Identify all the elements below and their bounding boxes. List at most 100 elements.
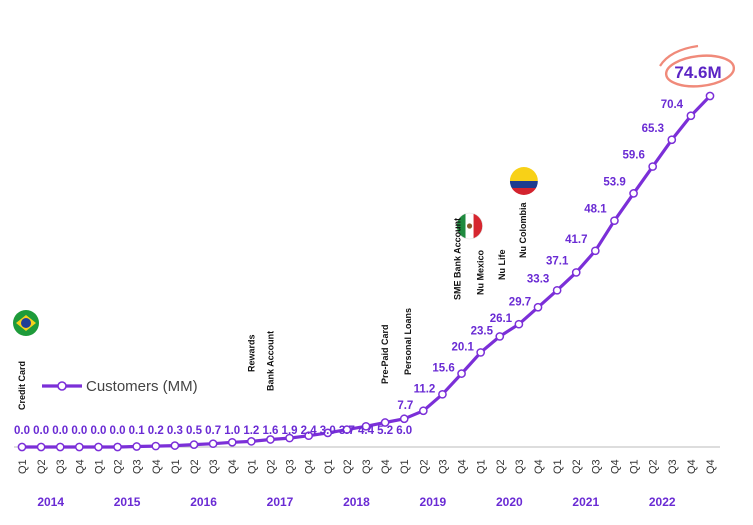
data-point bbox=[648, 162, 658, 171]
milestone-annotation: Credit Card bbox=[17, 361, 27, 410]
legend-marker-swatch bbox=[57, 381, 67, 391]
quarter-tick-label: Q3 bbox=[514, 459, 526, 474]
value-label: 59.6 bbox=[622, 150, 644, 162]
data-point bbox=[399, 414, 409, 424]
value-label: 0.1 bbox=[129, 425, 146, 437]
year-label: 2021 bbox=[572, 495, 599, 509]
value-label: 3.7 bbox=[339, 425, 355, 437]
data-point bbox=[686, 111, 696, 121]
quarter-tick-label: Q2 bbox=[648, 459, 660, 474]
quarter-tick-label: Q4 bbox=[227, 459, 239, 474]
value-label: 1.9 bbox=[282, 425, 298, 437]
year-label: 2015 bbox=[114, 495, 141, 509]
year-label: 2018 bbox=[343, 495, 370, 509]
value-label: 0.5 bbox=[186, 425, 203, 437]
quarter-tick-label: Q1 bbox=[246, 459, 258, 474]
data-point bbox=[590, 246, 600, 256]
data-point bbox=[418, 406, 428, 416]
value-label: 11.2 bbox=[414, 383, 436, 395]
quarter-tick-label: Q1 bbox=[399, 459, 411, 474]
data-point bbox=[285, 433, 294, 443]
quarter-tick-label: Q1 bbox=[629, 459, 641, 474]
data-point bbox=[266, 435, 275, 444]
value-label: 1.2 bbox=[243, 425, 259, 437]
value-label: 3.0 bbox=[320, 425, 336, 437]
data-point bbox=[208, 439, 218, 449]
data-point bbox=[74, 442, 84, 452]
latest-value-label: 74.6M bbox=[674, 63, 721, 82]
annotations-layer: Credit Card Rewards Bank Account Pre-Paid C… bbox=[17, 202, 528, 410]
value-label: 4.4 bbox=[358, 425, 375, 437]
value-label: 41.7 bbox=[565, 234, 587, 246]
year-label: 2014 bbox=[37, 495, 64, 509]
data-point bbox=[17, 442, 27, 452]
value-label: 26.1 bbox=[490, 313, 513, 325]
colombia-flag-icon bbox=[509, 167, 538, 195]
quarter-tick-label: Q4 bbox=[304, 459, 316, 474]
value-label: 0.3 bbox=[167, 425, 183, 437]
data-point bbox=[246, 437, 256, 446]
value-label: 7.7 bbox=[397, 400, 413, 412]
data-point bbox=[94, 442, 103, 452]
data-point bbox=[361, 421, 371, 431]
value-label: 23.5 bbox=[471, 325, 494, 337]
quarter-tick-label: Q3 bbox=[667, 459, 679, 474]
milestone-annotation: Bank Account bbox=[265, 331, 275, 391]
quarter-tick-label: Q1 bbox=[17, 459, 29, 474]
data-point bbox=[227, 437, 237, 447]
callout-ring bbox=[664, 54, 736, 88]
data-point bbox=[304, 431, 314, 441]
brazil-flag-icon bbox=[13, 310, 39, 336]
quarter-tick-label: Q4 bbox=[705, 459, 717, 474]
value-label: 1.6 bbox=[262, 425, 278, 437]
mexico-flag-icon bbox=[456, 212, 483, 240]
data-point bbox=[36, 442, 46, 452]
value-label: 15.6 bbox=[432, 363, 454, 375]
legend: Customers (MM) bbox=[42, 378, 198, 395]
data-point bbox=[55, 442, 65, 452]
value-label: 0.2 bbox=[148, 425, 164, 437]
data-point bbox=[342, 425, 352, 434]
milestone-annotation: Personal Loans bbox=[403, 308, 413, 375]
data-point bbox=[629, 189, 638, 198]
quarter-tick-label: Q2 bbox=[571, 459, 583, 474]
year-label: 2017 bbox=[267, 495, 294, 509]
data-point bbox=[457, 369, 466, 378]
value-label: 48.1 bbox=[584, 204, 607, 216]
quarter-tick-label: Q4 bbox=[380, 459, 392, 474]
quarter-tick-label: Q4 bbox=[457, 459, 469, 474]
data-point bbox=[170, 441, 180, 450]
value-label: 53.9 bbox=[603, 176, 625, 188]
points-layer bbox=[17, 91, 715, 452]
quarter-tick-label: Q4 bbox=[151, 459, 163, 474]
data-point bbox=[533, 302, 543, 312]
latest-value-callout: 74.6M bbox=[659, 44, 736, 88]
value-label: 0.0 bbox=[33, 425, 49, 437]
value-label: 0.0 bbox=[90, 425, 106, 437]
flags-layer bbox=[13, 167, 538, 336]
milestone-annotation: Nu Life bbox=[497, 250, 507, 281]
year-label: 2016 bbox=[190, 495, 217, 509]
quarter-tick-label: Q4 bbox=[533, 459, 545, 474]
data-point bbox=[476, 348, 486, 357]
legend-label: Customers (MM) bbox=[86, 378, 198, 395]
quarter-tick-label: Q4 bbox=[609, 459, 621, 474]
data-point bbox=[610, 216, 619, 226]
data-point bbox=[380, 418, 390, 427]
data-point bbox=[571, 268, 581, 277]
quarter-tick-label: Q3 bbox=[285, 459, 297, 474]
quarter-tick-label: Q1 bbox=[93, 459, 105, 474]
quarter-tick-label: Q2 bbox=[418, 459, 430, 474]
data-point bbox=[323, 428, 333, 438]
value-label: 20.1 bbox=[451, 341, 474, 353]
quarter-tick-label: Q2 bbox=[189, 459, 201, 474]
data-point bbox=[552, 285, 562, 295]
year-label: 2019 bbox=[420, 495, 447, 509]
quarter-tick-label: Q2 bbox=[342, 459, 354, 474]
data-point bbox=[132, 442, 142, 451]
quarter-tick-label: Q3 bbox=[132, 459, 144, 474]
milestone-annotation: Rewards bbox=[246, 334, 256, 372]
milestone-annotation: Nu Colombia bbox=[518, 202, 528, 258]
value-label: 70.4 bbox=[661, 99, 684, 111]
